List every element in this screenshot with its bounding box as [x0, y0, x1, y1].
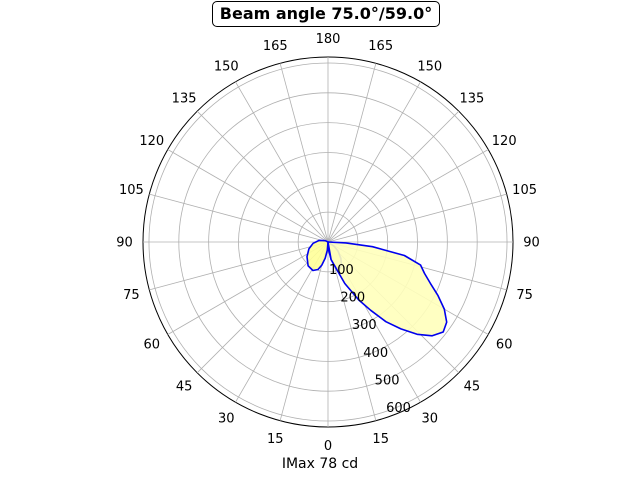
spoke-15: [327, 241, 377, 421]
tick-layer: 0 15 30 45 60 75 90 105 120 135 150 165 180 165 150 135…: [116, 32, 540, 454]
spoke-255: [149, 193, 329, 243]
radial-tick-label: 600: [386, 401, 411, 416]
radial-tick-label: 100: [329, 263, 354, 278]
angle-tick-label: 45: [464, 379, 481, 394]
radial-tick-label: 500: [375, 373, 400, 388]
spoke-315: [196, 241, 329, 374]
angle-tick-label: 105: [119, 183, 144, 198]
angle-tick-label: 90: [523, 236, 540, 251]
angle-tick-label: 135: [459, 92, 484, 107]
spoke-345: [279, 241, 329, 421]
angle-tick-label: 165: [263, 39, 288, 54]
radial-tick-label: 200: [340, 291, 365, 306]
angle-tick-label: 105: [512, 183, 537, 198]
spoke-150: [327, 81, 421, 243]
spoke-300: [167, 241, 329, 335]
x-axis-label: IMax 78 cd: [281, 456, 359, 472]
angle-tick-label: 120: [139, 134, 164, 149]
spoke-120: [327, 149, 489, 243]
chart-title: Beam angle 75.0°/59.0°: [212, 1, 440, 27]
angle-tick-label: 30: [422, 412, 439, 427]
spoke-195: [279, 63, 329, 243]
angle-tick-label: 60: [144, 337, 161, 352]
radial-tick-label: 400: [363, 346, 388, 361]
angle-tick-label: 15: [267, 432, 284, 447]
angle-tick-label: 165: [368, 39, 393, 54]
angle-tick-label: 60: [496, 337, 513, 352]
spoke-225: [196, 110, 329, 243]
angle-tick-label: 150: [214, 59, 239, 74]
angle-tick-label: 180: [316, 32, 341, 47]
angle-tick-label: 30: [218, 412, 235, 427]
spoke-135: [327, 110, 460, 243]
radial-tick-label: 300: [352, 318, 377, 333]
angle-tick-label: 135: [172, 92, 197, 107]
angle-tick-label: 15: [372, 432, 389, 447]
angle-tick-label: 75: [123, 288, 140, 303]
angle-tick-label: 75: [516, 288, 533, 303]
angle-tick-label: 120: [492, 134, 517, 149]
spoke-210: [235, 81, 329, 243]
spoke-165: [327, 63, 377, 243]
series-curve-0: [306, 239, 329, 272]
series-layer: [306, 239, 448, 337]
angle-tick-label: 150: [417, 59, 442, 74]
series-curve-2: [327, 241, 448, 337]
angle-tick-label: 45: [176, 379, 193, 394]
spoke-105: [327, 193, 507, 243]
angle-tick-label: 0: [324, 439, 332, 454]
angle-tick-label: 90: [116, 236, 133, 251]
spoke-240: [167, 149, 329, 243]
spoke-285: [149, 241, 329, 291]
